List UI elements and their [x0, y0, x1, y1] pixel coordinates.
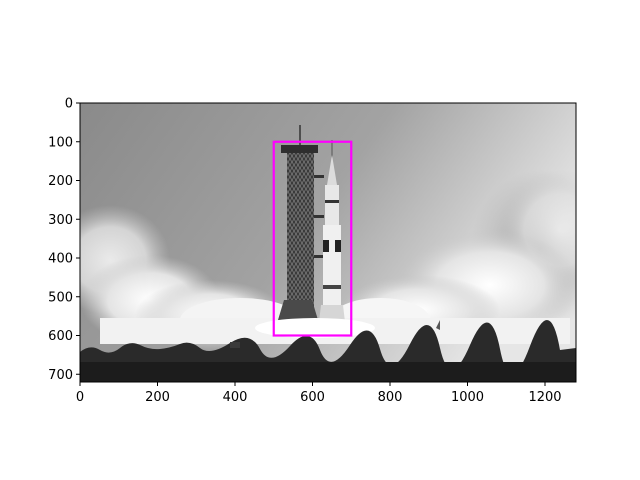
x-tick-label: 200 [145, 390, 170, 405]
x-tick-label: 1000 [451, 390, 484, 405]
y-tick-label: 700 [48, 368, 73, 383]
rocket [319, 140, 345, 322]
y-axis: 0 100 200 300 400 500 600 700 [48, 97, 80, 383]
x-tick-label: 600 [300, 390, 325, 405]
y-tick-label: 500 [48, 290, 73, 305]
launch-photo [80, 103, 576, 382]
y-tick-label: 100 [48, 135, 73, 150]
launch-tower [278, 125, 324, 320]
x-tick-label: 400 [223, 390, 248, 405]
axes-frame [79, 102, 577, 383]
y-tick-label: 0 [65, 97, 73, 112]
y-tick-label: 400 [48, 252, 73, 267]
x-tick-label: 800 [378, 390, 403, 405]
x-tick-label: 0 [76, 390, 84, 405]
y-tick-label: 200 [48, 174, 73, 189]
x-tick-label: 1200 [528, 390, 561, 405]
y-tick-label: 600 [48, 329, 73, 344]
x-axis: 0 200 400 600 800 1000 1200 [76, 382, 562, 405]
y-tick-label: 300 [48, 213, 73, 228]
bounding-box [272, 140, 353, 337]
